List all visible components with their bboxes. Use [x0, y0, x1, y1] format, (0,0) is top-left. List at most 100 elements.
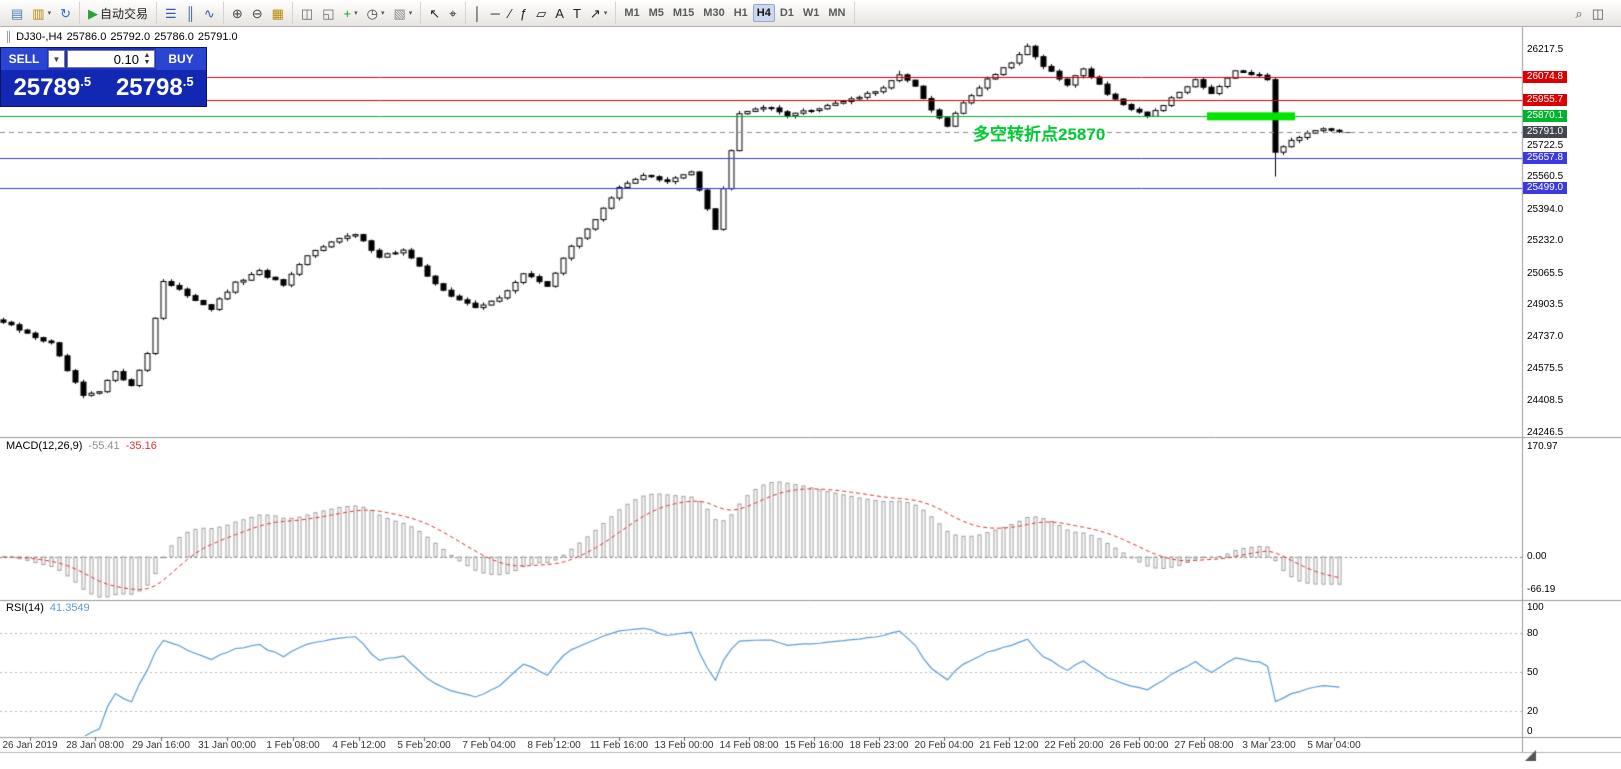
zoom-out-icon: ⊖	[251, 5, 263, 21]
low-value: 25786.0	[154, 31, 194, 43]
time-axis-label: 11 Feb 16:00	[589, 740, 649, 751]
volume-input[interactable]: 0.10 ▲ ▼	[67, 50, 155, 68]
trendline-button[interactable]: ∕	[505, 4, 515, 23]
time-axis-label: 21 Feb 12:00	[979, 740, 1039, 751]
templates-icon: ▧	[393, 5, 406, 21]
price-scale-tick: 25065.5	[1527, 267, 1564, 279]
buy-button[interactable]: BUY	[156, 48, 206, 70]
time-axis-label: 4 Feb 12:00	[332, 740, 386, 751]
rsi-scale-label: 20	[1527, 706, 1539, 717]
timeframe-m5-label: M5	[648, 7, 664, 19]
fibonacci-button[interactable]: ƒ	[516, 4, 531, 23]
vertical-line-button[interactable]: │	[470, 4, 486, 23]
cursor-button[interactable]: ↖	[425, 4, 444, 23]
bar-chart-button[interactable]: ☰	[161, 4, 181, 23]
dropdown-caret-icon: ▾	[380, 10, 385, 17]
trade-panel-controls: SELL ▼ 0.10 ▲ ▼ BUY	[1, 48, 206, 70]
timeframe-m5-button[interactable]: M5	[645, 4, 668, 22]
periods-button[interactable]: ◷ ▾	[363, 4, 389, 23]
cursor-icon: ↖	[429, 5, 441, 21]
buy-price-main: 25798	[115, 74, 183, 101]
zoom-in-button[interactable]: ⊕	[228, 4, 247, 23]
time-axis-label: 13 Feb 00:00	[654, 740, 714, 751]
price-scale-tick: 26217.5	[1527, 43, 1564, 55]
timeframe-m30-button[interactable]: M30	[699, 4, 728, 22]
level-price-label: 25955.7	[1523, 93, 1567, 106]
arrows-icon: ↗	[589, 5, 601, 21]
timeframe-w1-button[interactable]: W1	[799, 4, 824, 22]
auto-trading-button[interactable]: ▶ 自动交易	[84, 2, 152, 25]
profiles-button[interactable]: ▥ ▾	[28, 4, 55, 23]
trendline-icon: ∕	[508, 5, 512, 21]
search-button[interactable]: ⌕	[1571, 4, 1586, 23]
time-axis-label: 8 Feb 12:00	[527, 740, 581, 751]
arrange-charts-button[interactable]: ◫	[297, 4, 317, 23]
chart-annotation[interactable]: 多空转折点25870	[973, 125, 1106, 144]
time-axis-label: 7 Feb 04:00	[462, 740, 516, 751]
timeframe-d1-label: D1	[779, 7, 794, 19]
time-axis-label: 31 Jan 00:00	[198, 740, 256, 751]
rsi-scale-label: 100	[1527, 602, 1544, 613]
price-scale-tick: 24903.5	[1527, 299, 1564, 311]
timeframe-h1-button[interactable]: H1	[730, 4, 752, 22]
panels-icon: ◫	[1591, 5, 1604, 21]
refresh-button[interactable]: ↻	[56, 4, 75, 23]
timeframe-d1-button[interactable]: D1	[776, 4, 798, 22]
new-chart-button[interactable]: ▤	[7, 4, 27, 23]
time-axis-label: 26 Jan 2019	[2, 740, 58, 751]
horizontal-line-icon: ─	[490, 5, 500, 21]
timeframe-h4-button[interactable]: H4	[752, 4, 775, 22]
arrows-button[interactable]: ↗ ▾	[586, 4, 611, 23]
time-axis-label: 5 Feb 20:00	[397, 740, 451, 751]
price-scale-tick: 25232.0	[1527, 235, 1564, 247]
timeframe-m1-button[interactable]: M1	[620, 4, 643, 22]
symbol-period-label: DJ30-,H4	[16, 31, 63, 43]
level-price-label: 25870.1	[1523, 110, 1567, 123]
line-chart-button[interactable]: ∿	[200, 4, 219, 23]
rsi-label: RSI(14) 41.3549	[6, 602, 90, 614]
indicators-button[interactable]: + ▾	[340, 4, 362, 23]
text-label-icon: T	[572, 5, 581, 21]
panels-button[interactable]: ◫	[1588, 4, 1608, 23]
order-type-dropdown[interactable]: ▼	[48, 50, 65, 68]
tile-windows-button[interactable]: ▦	[268, 4, 288, 23]
price-scale-tick: 25394.0	[1527, 203, 1564, 215]
templates-button[interactable]: ▧ ▾	[389, 4, 416, 23]
price-scale-tick: 24408.5	[1527, 395, 1564, 407]
ohlc-readout: ║ DJ30-,H4 25786.0 25792.0 25786.0 25791.0	[5, 31, 242, 43]
time-axis-label: 3 Mar 23:00	[1242, 740, 1296, 751]
sell-button[interactable]: SELL	[1, 48, 47, 70]
zoom-in-icon: ⊕	[231, 5, 243, 21]
timeframe-h1-label: H1	[733, 7, 748, 19]
rsi-scale-label: 0	[1527, 726, 1533, 737]
chevron-down-icon: ▼	[52, 54, 61, 64]
rsi-scale-label: 50	[1527, 667, 1539, 678]
candlestick-chart-button[interactable]: ║	[182, 4, 199, 23]
timeframe-m15-button[interactable]: M15	[669, 4, 698, 22]
spinner-up-icon[interactable]: ▲	[143, 52, 151, 59]
cascade-charts-button[interactable]: ◱	[318, 4, 338, 23]
price-scale-tick: 24246.5	[1527, 426, 1564, 438]
timeframe-mn-label: MN	[828, 7, 846, 19]
dropdown-caret-icon: ▾	[603, 10, 608, 17]
shapes-button[interactable]: ▱	[532, 4, 550, 23]
crosshair-icon: ⌖	[449, 5, 457, 21]
text-button[interactable]: A	[551, 4, 568, 23]
crosshair-button[interactable]: ⌖	[445, 4, 460, 23]
chart-type-group: ☰ ║ ∿	[157, 2, 224, 24]
timeframe-m30-label: M30	[703, 7, 725, 19]
vertical-line-icon: │	[473, 5, 482, 21]
close-value: 25791.0	[197, 31, 238, 43]
price-scale-tick: 24575.5	[1527, 362, 1564, 374]
spinner-down-icon[interactable]: ▼	[143, 59, 151, 66]
sell-price[interactable]: 25789.5	[1, 74, 104, 102]
time-axis-label: 29 Jan 16:00	[132, 740, 190, 751]
timeframe-mn-button[interactable]: MN	[824, 4, 849, 22]
horizontal-line-button[interactable]: ─	[487, 4, 504, 23]
refresh-icon: ↻	[60, 5, 72, 21]
time-axis-label: 5 Mar 04:00	[1307, 740, 1361, 751]
zoom-out-button[interactable]: ⊖	[248, 4, 267, 23]
text-label-button[interactable]: T	[569, 4, 585, 23]
buy-price[interactable]: 25798.5	[104, 74, 207, 102]
